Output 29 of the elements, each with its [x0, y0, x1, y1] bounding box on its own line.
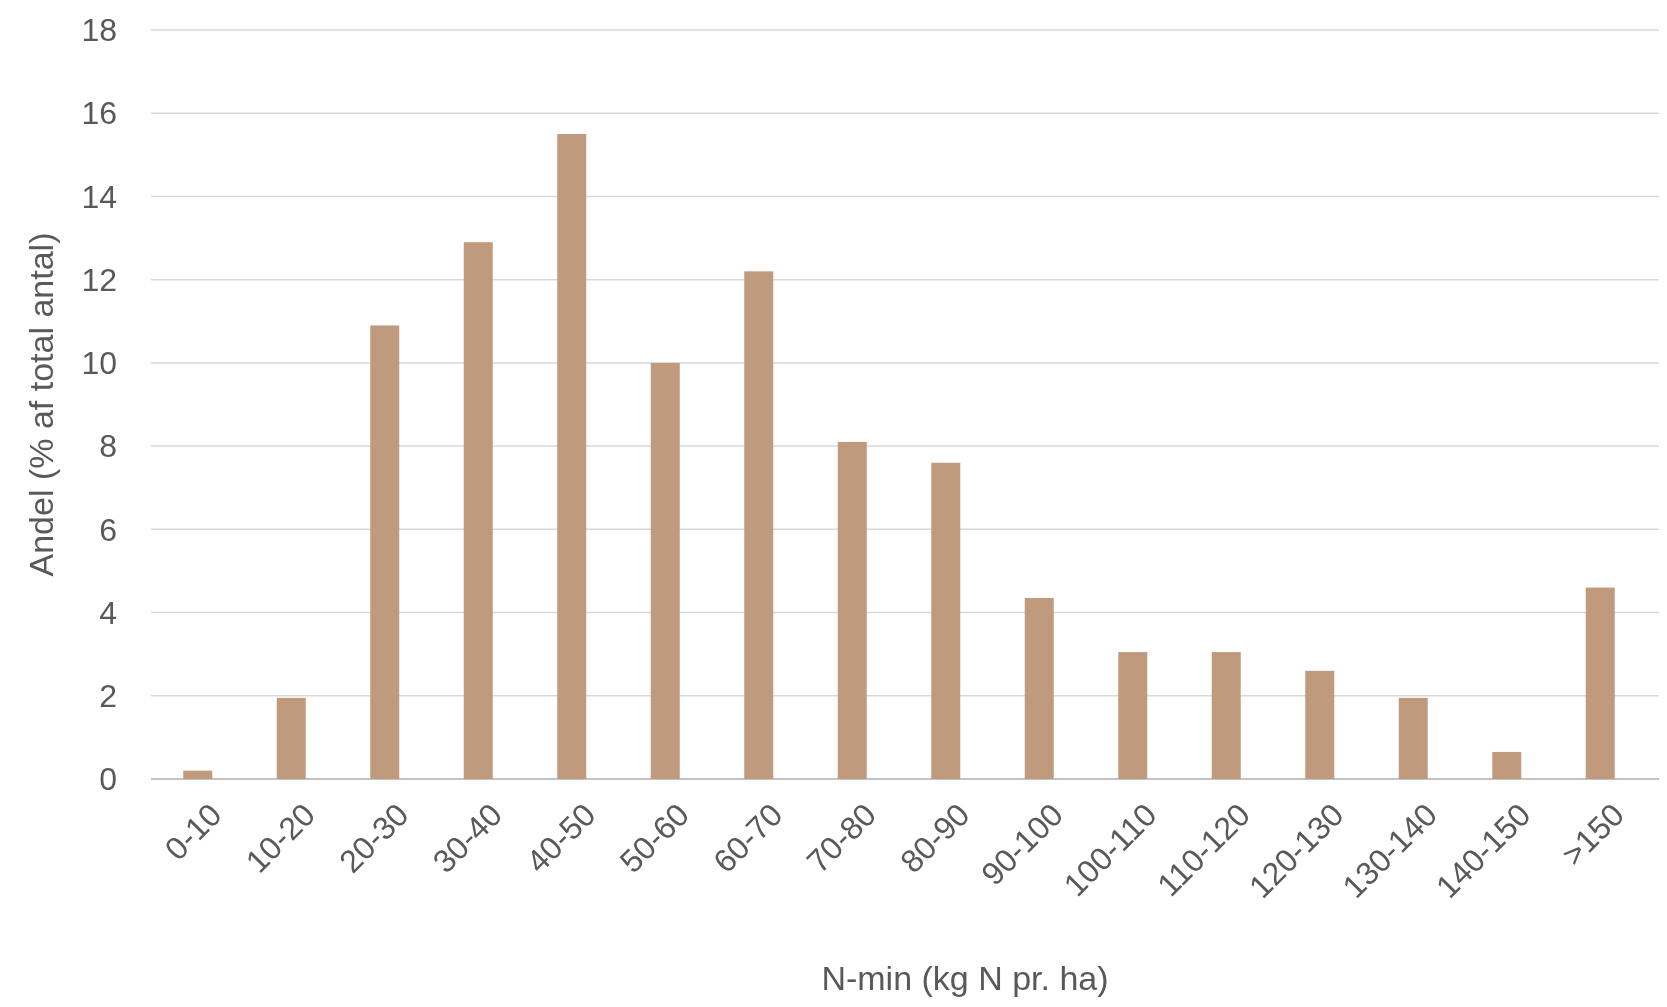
bar	[1118, 652, 1148, 779]
y-tick-label: 16	[81, 95, 117, 132]
y-tick-label: 4	[99, 594, 117, 631]
bar	[744, 271, 774, 779]
y-axis-title: Andel (% af total antal)	[22, 232, 60, 577]
bar	[557, 134, 587, 779]
bar	[931, 462, 961, 779]
y-tick-label: 2	[99, 677, 117, 714]
bar	[370, 325, 400, 779]
y-tick-label: 0	[99, 761, 117, 798]
bar	[1024, 597, 1054, 779]
bar	[276, 697, 306, 779]
y-tick-label: 14	[81, 178, 117, 215]
y-tick-label: 10	[81, 345, 117, 382]
y-tick-label: 6	[99, 511, 117, 548]
x-tick-label: 0-10	[157, 796, 229, 868]
bar	[650, 362, 680, 779]
bar	[1492, 751, 1522, 779]
bar	[1211, 652, 1241, 779]
bar	[183, 770, 213, 779]
x-axis-title: N-min (kg N pr. ha)	[821, 959, 1109, 997]
y-tick-label: 8	[99, 428, 117, 465]
bar	[837, 441, 867, 779]
bar	[463, 242, 493, 779]
y-tick-label: 18	[81, 12, 117, 49]
bar	[1585, 587, 1615, 779]
y-tick-label: 12	[81, 261, 117, 298]
bar	[1305, 670, 1335, 779]
bar	[1398, 697, 1428, 779]
